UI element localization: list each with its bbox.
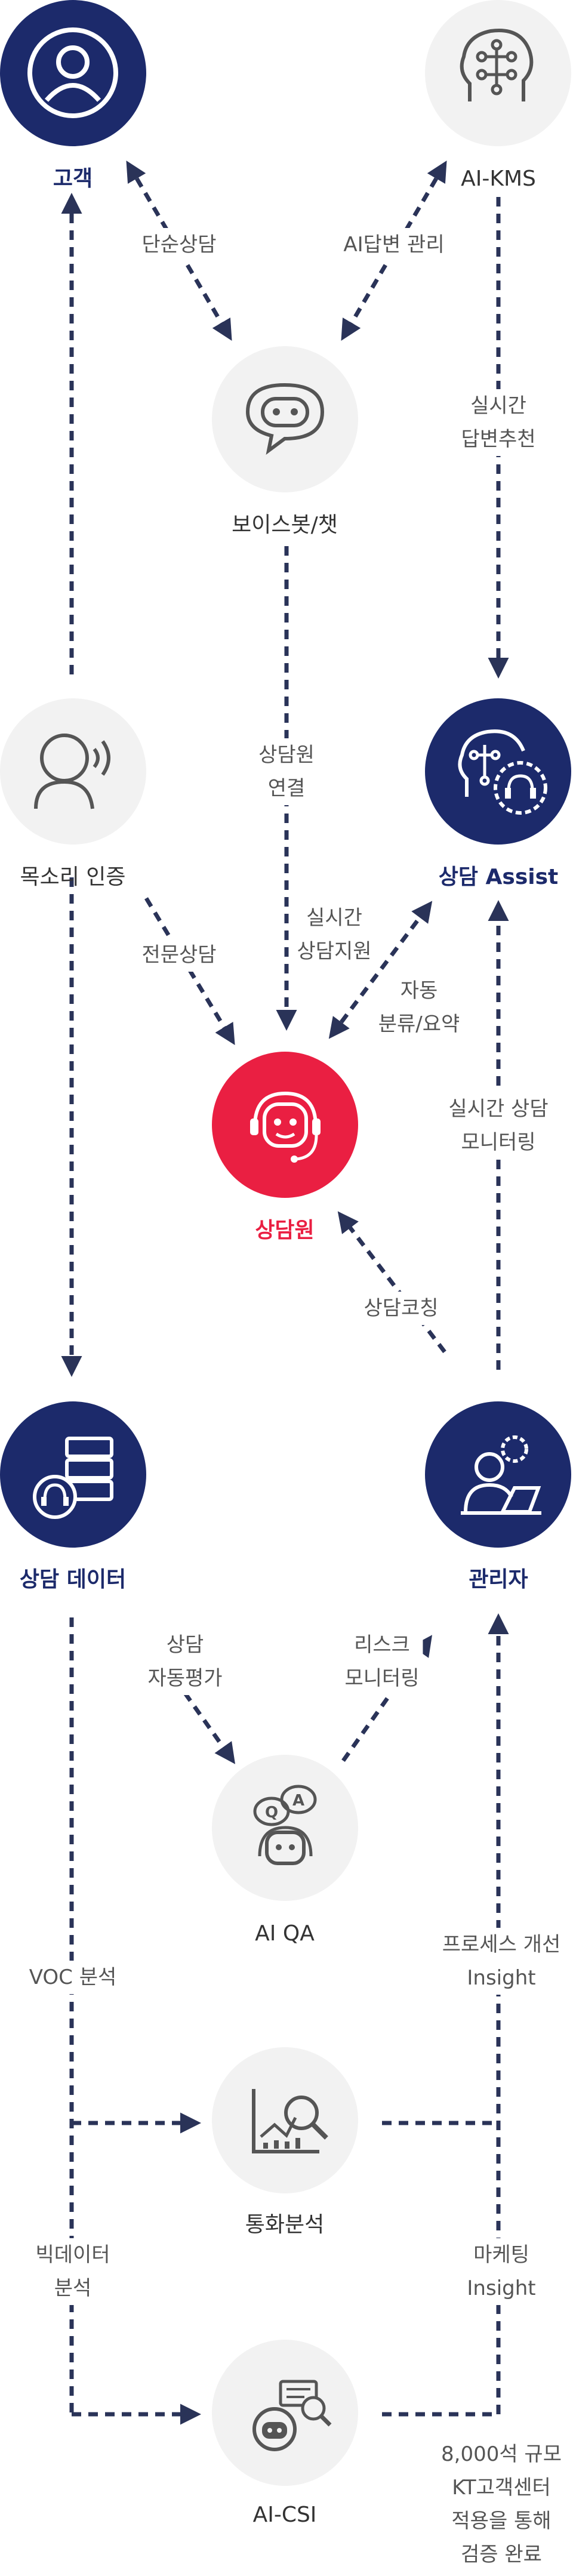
edge-label-risk-monitor: 리스크 모니터링 [341,1628,423,1695]
edge-label-coaching: 상담코칭 [360,1292,442,1325]
node-consult-data [0,1401,146,1548]
edge-label-marketing-insight: 마케팅 Insight [463,2238,540,2305]
agent-headset-icon [250,1091,321,1163]
edge-manager-agent [337,1211,446,1354]
chatbot-icon [245,383,325,455]
svg-text:Q: Q [265,1804,278,1822]
server-headset-icon [33,1437,113,1519]
node-call-analysis [212,2047,358,2193]
label-ai-qa: AI QA [255,1921,315,1946]
node-ai-csi [212,2340,358,2486]
label-call-analysis: 통화분석 [245,2213,325,2237]
edge-label-simple-consult: 단순상담 [138,228,220,261]
qa-bot-icon: Q A [253,1785,317,1865]
svg-text:A: A [292,1792,304,1810]
edge-label-bigdata-analysis: 빅데이터 분석 [32,2238,114,2305]
node-voicebot [212,346,358,492]
label-agent: 상담원 [255,1218,315,1243]
node-customer [0,0,146,146]
label-ai-kms: AI-KMS [461,167,536,191]
chart-magnifier-icon [252,2089,328,2153]
node-agent [212,1052,358,1198]
node-voice-auth [0,698,146,845]
node-ai-kms [425,0,571,146]
label-customer: 고객 [53,167,93,191]
edge-label-agent-connect: 상담원 연결 [255,738,318,805]
label-voicebot: 보이스봇/챗 [232,513,338,537]
manager-gear-icon [461,1435,541,1515]
node-assist [425,698,571,845]
brain-headset-icon [458,729,547,815]
node-ai-qa: Q A [212,1755,358,1901]
label-consult-data: 상담 데이터 [19,1567,127,1592]
edge-agent-assist [328,901,433,1039]
label-voice-auth: 목소리 인증 [20,865,126,889]
edge-label-ai-answer-mgmt: AI답변 관리 [340,228,448,261]
label-manager: 관리자 [469,1567,528,1592]
edge-label-realtime-answer: 실시간 답변추천 [457,389,540,456]
brain-circuit-icon [460,29,534,101]
edge-label-process-insight: 프로세스 개선 Insight [438,1928,565,1995]
label-assist: 상담 Assist [438,865,559,889]
edge-label-realtime-support: 실시간 상담지원 [297,906,372,963]
label-ai-csi: AI-CSI [252,2503,317,2527]
edge-label-voc-analysis: VOC 분석 [25,1961,121,1994]
csi-bot-icon [252,2380,332,2451]
node-manager [425,1401,571,1548]
edge-label-auto-classify: 자동 분류/요약 [378,979,460,1036]
customer-icon [27,27,118,118]
edge-label-expert-consult: 전문상담 [138,938,220,972]
voice-speaking-icon [34,734,110,809]
edge-label-auto-eval: 상담 자동평가 [144,1628,226,1695]
edge-label-validated: 8,000석 규모 KT고객센터 적용을 통해 검증 완료 [438,2438,565,2571]
edge-label-realtime-monitor: 실시간 상담 모니터링 [445,1092,552,1159]
